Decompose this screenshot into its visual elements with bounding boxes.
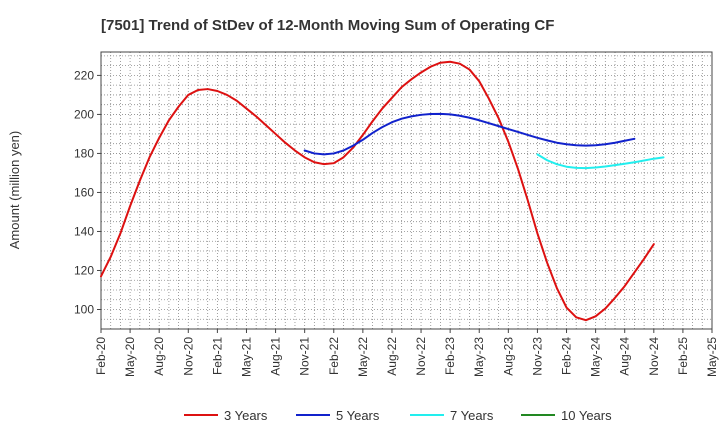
y-tick-label: 140 — [74, 224, 94, 238]
x-tick-label: Aug-21 — [269, 337, 283, 376]
legend-label: 10 Years — [561, 408, 612, 423]
y-tick-label: 100 — [74, 302, 94, 316]
x-tick-label: May-23 — [472, 337, 486, 377]
grid — [100, 52, 713, 330]
x-tick-label: Feb-22 — [327, 337, 341, 375]
x-tick-label: Nov-23 — [530, 337, 544, 376]
x-tick-label: Feb-21 — [210, 337, 224, 375]
chart-title: [7501] Trend of StDev of 12-Month Moving… — [101, 17, 554, 34]
legend-label: 7 Years — [450, 408, 494, 423]
x-tick-label: Feb-25 — [676, 337, 690, 375]
legend-label: 3 Years — [224, 408, 268, 423]
x-tick-label: Feb-23 — [443, 337, 457, 375]
x-axis-ticks: Feb-20 May-20 Aug-20 Nov-20 Feb-21 May-21 Aug-… — [94, 329, 719, 377]
x-tick-label: Nov-20 — [181, 337, 195, 376]
legend-label: 5 Years — [336, 408, 380, 423]
y-tick-label: 200 — [74, 107, 94, 121]
legend: 3 Years 5 Years 7 Years 10 Years — [184, 408, 612, 423]
x-tick-label: May-24 — [589, 337, 603, 377]
series-line-5-years — [303, 112, 636, 156]
x-tick-label: Aug-23 — [501, 337, 515, 376]
x-tick-label: Nov-21 — [298, 337, 312, 376]
y-tick-label: 160 — [74, 185, 94, 199]
y-tick-label: 180 — [74, 146, 94, 160]
x-tick-label: Nov-22 — [414, 337, 428, 376]
x-tick-label: May-20 — [123, 337, 137, 377]
x-tick-label: May-22 — [356, 337, 370, 377]
x-tick-label: May-21 — [239, 337, 253, 377]
x-tick-label: Feb-20 — [94, 337, 108, 375]
y-axis-ticks: 100 120 140 160 180 200 220 — [74, 68, 101, 316]
plot-area-frame — [100, 51, 713, 330]
x-tick-label: May-25 — [705, 337, 719, 377]
x-tick-label: Aug-24 — [618, 337, 632, 376]
series-lines — [100, 60, 665, 322]
y-tick-label: 120 — [74, 263, 94, 277]
x-tick-label: Feb-24 — [560, 337, 574, 375]
x-tick-label: Aug-22 — [385, 337, 399, 376]
series-line-3-years — [100, 60, 655, 322]
y-tick-label: 220 — [74, 68, 94, 82]
x-tick-label: Nov-24 — [647, 337, 661, 376]
x-tick-label: Aug-20 — [152, 337, 166, 376]
series-line-7-years — [536, 153, 665, 170]
y-axis-label: Amount (million yen) — [7, 131, 22, 250]
